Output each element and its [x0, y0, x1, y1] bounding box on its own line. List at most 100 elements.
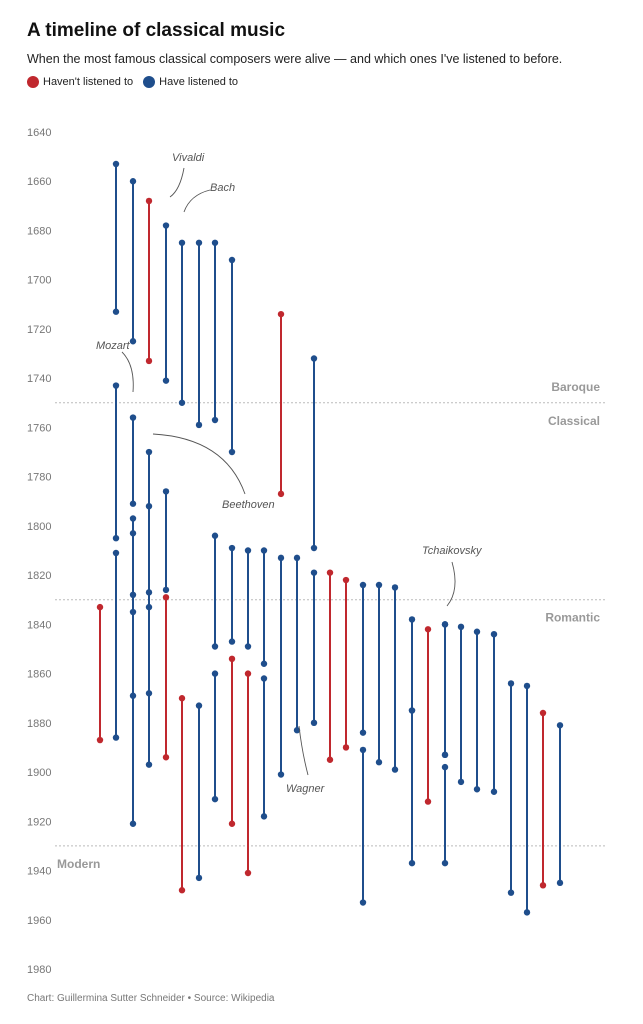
y-tick-label: 1720: [27, 324, 51, 336]
composer-birth-dot: [359, 581, 367, 589]
y-tick-label: 1760: [27, 422, 51, 434]
composer-death-dot: [162, 586, 170, 594]
annotation-label: Wagner: [286, 783, 326, 795]
composer-birth-dot: [441, 621, 449, 628]
composer-birth-dot: [112, 549, 120, 557]
y-tick-label: 1640: [27, 127, 51, 139]
y-tick-label: 1980: [27, 964, 51, 976]
composer-death-dot: [441, 859, 449, 867]
y-tick-label: 1820: [27, 570, 51, 582]
composer-birth-dot: [145, 603, 153, 611]
chart-title: A timeline of classical music: [27, 20, 286, 41]
composer-birth-dot: [145, 197, 153, 205]
y-tick-label: 1940: [27, 866, 51, 878]
chart-footer: Chart: Guillermina Sutter Schneider • So…: [27, 993, 275, 1004]
composer-birth-dot: [244, 547, 252, 554]
composer-birth-dot: [145, 502, 153, 510]
composer-death-dot: [441, 751, 449, 759]
composer-death-dot: [178, 399, 186, 406]
composer-death-dot: [260, 660, 268, 667]
composer-death-dot: [473, 786, 481, 793]
composer-death-dot: [539, 882, 547, 889]
composer-birth-dot: [162, 488, 170, 495]
composer-birth-dot: [523, 682, 531, 690]
annotation-arrow: [446, 561, 456, 607]
legend-label: Have listened to: [159, 76, 239, 88]
composer-birth-dot: [228, 256, 236, 264]
composer-birth-dot: [112, 160, 120, 168]
composer-birth-dot: [424, 626, 432, 633]
y-tick-label: 1700: [27, 275, 51, 287]
composer-death-dot: [195, 421, 203, 429]
composer-birth-dot: [162, 222, 170, 229]
composer-birth-dot: [244, 670, 252, 677]
composer-death-dot: [457, 778, 465, 786]
composer-birth-dot: [162, 594, 170, 601]
composer-death-dot: [129, 500, 137, 507]
composer-death-dot: [556, 879, 564, 887]
composer-birth-dot: [310, 569, 318, 576]
composer-birth-dot: [112, 382, 120, 389]
composer-death-dot: [326, 756, 334, 763]
composer-death-dot: [211, 795, 219, 803]
composer-death-dot: [359, 899, 367, 906]
composer-death-dot: [96, 736, 104, 744]
y-tick-label: 1660: [27, 176, 51, 188]
composer-death-dot: [195, 874, 203, 882]
era-label: Romantic: [545, 611, 600, 625]
composer-birth-dot: [326, 569, 334, 576]
composer-birth-dot: [178, 239, 186, 246]
era-label: Classical: [548, 414, 600, 428]
y-tick-label: 1880: [27, 718, 51, 730]
legend-swatch-blue: [143, 76, 156, 88]
chart-subtitle: When the most famous classical composers…: [27, 52, 563, 66]
composer-death-dot: [145, 357, 153, 365]
annotation-label: Beethoven: [222, 499, 275, 511]
era-label: Baroque: [551, 380, 600, 394]
composer-birth-dot: [228, 655, 236, 663]
composer-death-dot: [228, 820, 236, 827]
composer-death-dot: [523, 909, 531, 916]
composer-death-dot: [129, 338, 137, 345]
composer-death-dot: [162, 377, 170, 384]
composer-death-dot: [359, 729, 367, 736]
composer-birth-dot: [195, 702, 203, 709]
composer-birth-dot: [293, 554, 301, 562]
composer-birth-dot: [211, 239, 219, 246]
composer-birth-dot: [211, 670, 219, 677]
composer-death-dot: [228, 448, 236, 456]
composer-birth-dot: [129, 515, 137, 522]
composer-death-dot: [211, 643, 219, 650]
composer-birth-dot: [277, 310, 285, 318]
composer-death-dot: [408, 859, 416, 867]
composer-death-dot: [244, 643, 252, 650]
composer-birth-dot: [408, 616, 416, 623]
composer-death-dot: [375, 759, 383, 766]
y-tick-label: 1860: [27, 669, 51, 681]
y-tick-label: 1900: [27, 767, 51, 779]
composer-death-dot: [277, 771, 285, 778]
y-tick-label: 1680: [27, 225, 51, 237]
annotation-arrow: [152, 433, 246, 495]
composer-death-dot: [129, 820, 137, 827]
composer-birth-dot: [129, 178, 137, 185]
composer-birth-dot: [391, 584, 399, 591]
legend-label: Haven't listened to: [43, 76, 134, 88]
annotation-label: Vivaldi: [172, 152, 205, 164]
composer-birth-dot: [507, 680, 515, 687]
composer-birth-dot: [490, 631, 498, 638]
y-tick-label: 1920: [27, 816, 51, 828]
composer-birth-dot: [145, 448, 153, 456]
composer-birth-dot: [539, 709, 547, 717]
composer-birth-dot: [556, 722, 564, 729]
y-tick-label: 1840: [27, 619, 51, 631]
composer-birth-dot: [211, 532, 219, 539]
composer-birth-dot: [408, 707, 416, 714]
composer-birth-dot: [96, 603, 104, 611]
composer-birth-dot: [228, 544, 236, 552]
y-tick-label: 1740: [27, 373, 51, 385]
composer-birth-dot: [260, 675, 268, 682]
annotation-arrow: [183, 189, 211, 213]
composer-birth-dot: [277, 554, 285, 562]
composer-birth-dot: [178, 695, 186, 702]
